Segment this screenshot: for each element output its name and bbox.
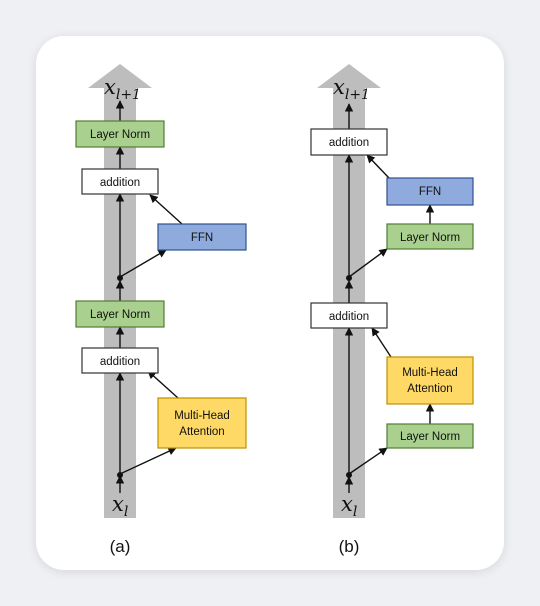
- branch-point-a-bottom: [117, 472, 123, 478]
- input-var-a: xl: [112, 492, 128, 520]
- layer-norm-top-a-label: Layer Norm: [90, 129, 150, 141]
- connectors-a: [115, 100, 183, 493]
- attention-a-label-line1: Multi-Head: [174, 410, 230, 422]
- addition-top-a-label: addition: [100, 177, 140, 189]
- layer-norm-attention-b-label: Layer Norm: [400, 431, 460, 443]
- layer-norm-attention-b: Layer Norm: [386, 423, 474, 449]
- connectors-b: [344, 103, 435, 493]
- caption-a: (a): [110, 537, 131, 556]
- branch-point-a-mid: [117, 275, 123, 281]
- addition-top-a: addition: [81, 168, 159, 195]
- layer-norm-ffn-b: Layer Norm: [386, 223, 474, 250]
- layer-norm-mid-a: Layer Norm: [75, 300, 165, 328]
- layer-norm-top-a: Layer Norm: [75, 120, 165, 148]
- addition-bottom-b-label: addition: [329, 311, 369, 323]
- ffn-a-label: FFN: [191, 232, 213, 244]
- addition-top-b: addition: [310, 128, 388, 156]
- ffn-b: FFN: [386, 177, 474, 206]
- addition-bottom-b: addition: [310, 302, 388, 329]
- residual-trunk-arrowhead-a: [88, 64, 152, 88]
- caption-b: (b): [339, 537, 360, 556]
- input-var-b: xl: [341, 492, 357, 520]
- addition-top-b-label: addition: [329, 137, 369, 149]
- addition-bottom-a: addition: [81, 347, 159, 374]
- attention-b: Multi-Head Attention: [386, 356, 474, 405]
- ffn-b-label: FFN: [419, 186, 441, 198]
- addition-bottom-a-label: addition: [100, 356, 140, 368]
- attention-a-label-line2: Attention: [179, 426, 224, 438]
- residual-trunk-arrowhead-b: [317, 64, 381, 88]
- ffn-a: FFN: [157, 223, 247, 251]
- attention-b-label-line1: Multi-Head: [402, 367, 458, 379]
- attention-b-label-line2: Attention: [407, 383, 452, 395]
- branch-point-b-mid: [346, 275, 352, 281]
- attention-a: Multi-Head Attention: [157, 397, 247, 449]
- output-var-b: xl+1: [333, 75, 370, 103]
- diagram-b: addition FFN Layer Norm addition Multi-H…: [310, 64, 474, 556]
- diagram-a: Layer Norm addition FFN Layer Norm addit…: [75, 64, 247, 556]
- layer-norm-ffn-b-label: Layer Norm: [400, 232, 460, 244]
- branch-point-b-bottom: [346, 472, 352, 478]
- layer-norm-mid-a-label: Layer Norm: [90, 309, 150, 321]
- output-var-a: xl+1: [104, 75, 141, 103]
